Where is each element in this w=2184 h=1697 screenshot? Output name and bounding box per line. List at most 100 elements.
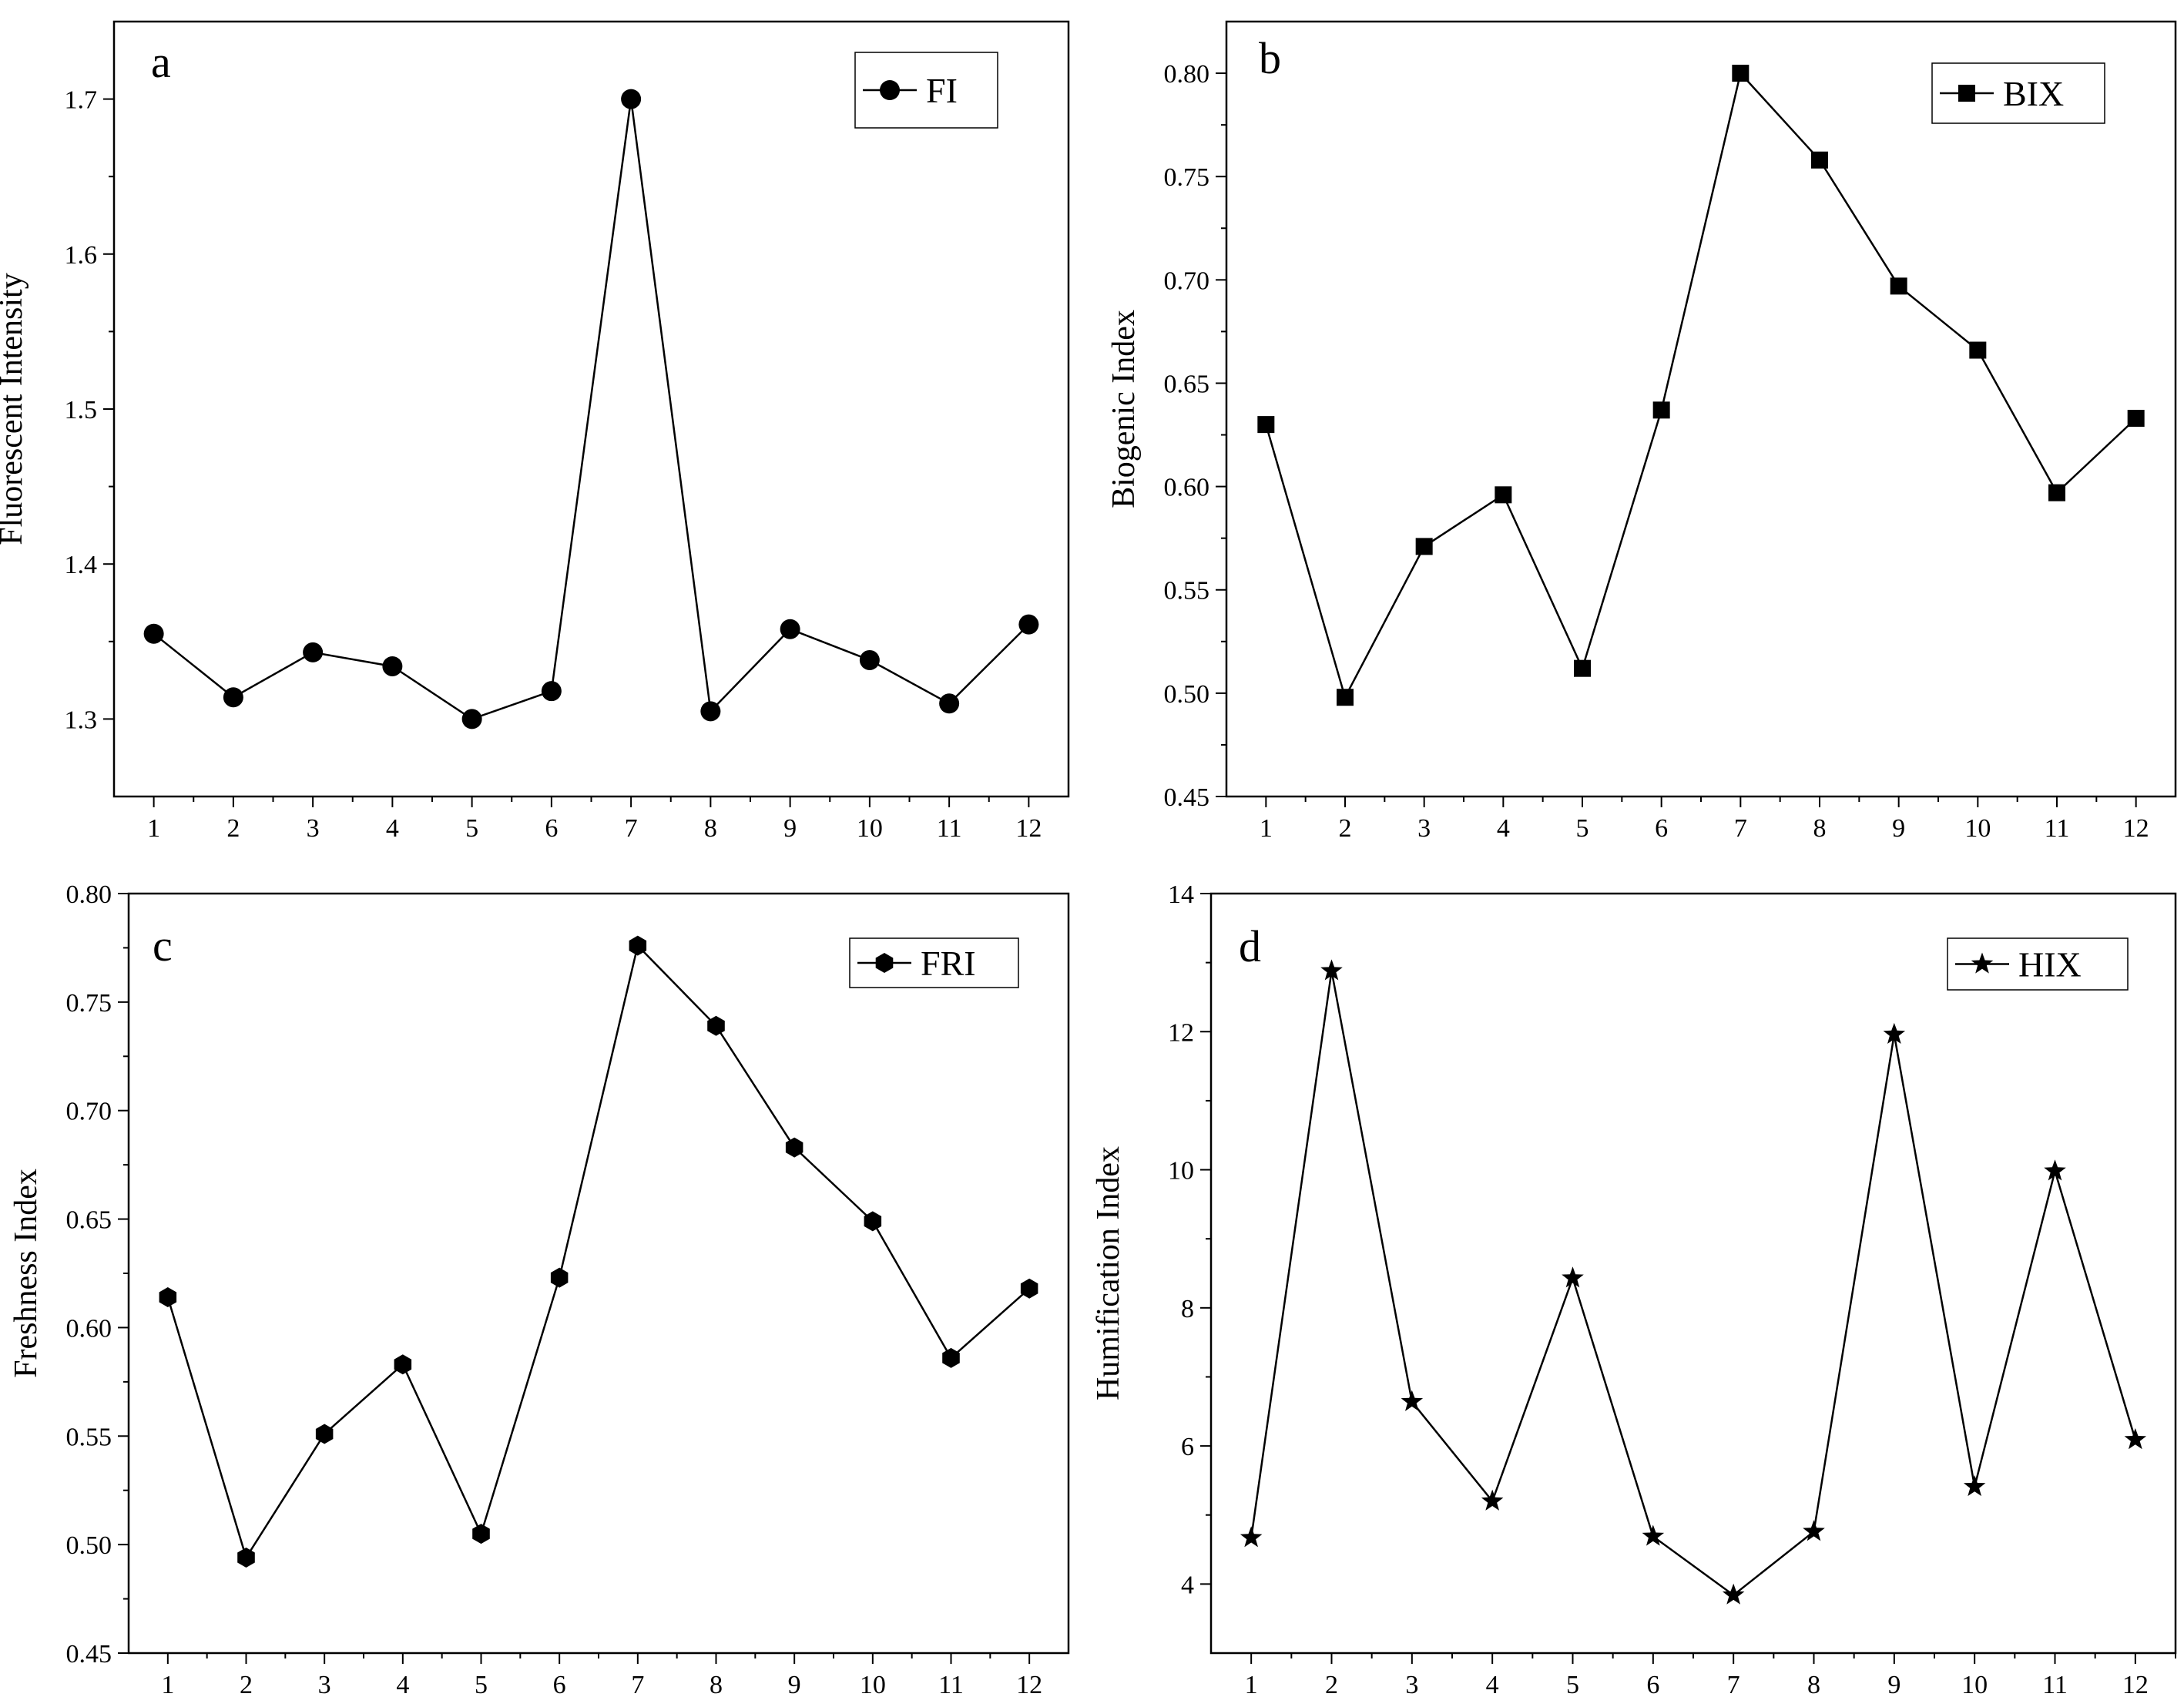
series-line-HIX (1250, 971, 2136, 1597)
y-tick-label: 0.75 (1164, 163, 1210, 192)
x-tick-label: 12 (1016, 1671, 1042, 1697)
legend-label: FI (926, 71, 958, 110)
x-tick-label: 5 (1566, 1671, 1579, 1697)
x-tick-label: 6 (545, 814, 558, 843)
data-point (2127, 410, 2145, 428)
x-tick-label: 3 (1405, 1671, 1418, 1697)
data-point (859, 649, 880, 670)
chart-panel-b: 1 2 3 4 5 6 7 8 9 10 11 120.450.500.550.600.650.700… (1106, 20, 2177, 843)
x-tick-label: 10 (857, 814, 883, 843)
data-point (621, 89, 642, 109)
y-tick-label: 0.50 (66, 1531, 112, 1560)
legend-marker (875, 953, 894, 973)
data-point (1803, 1520, 1825, 1541)
x-tick-label: 9 (788, 1671, 801, 1697)
x-tick-label: 8 (1813, 814, 1827, 843)
legend-marker (1971, 952, 1994, 974)
x-tick-label: 10 (860, 1671, 886, 1697)
x-tick-label: 7 (625, 814, 638, 843)
x-tick-label: 7 (631, 1671, 644, 1697)
x-tick-label: 4 (1486, 1671, 1499, 1697)
data-point (1020, 1278, 1038, 1299)
y-tick-label: 0.80 (66, 880, 112, 909)
data-point (2044, 1159, 2066, 1181)
data-point (1969, 341, 1987, 359)
data-point (1642, 1524, 1665, 1546)
series-line-BIX (1265, 71, 2137, 700)
y-tick-label: 0.60 (66, 1314, 112, 1343)
legend-marker (880, 80, 900, 100)
x-tick-label: 8 (704, 814, 717, 843)
data-point (303, 642, 324, 662)
x-tick-label: 9 (1892, 814, 1905, 843)
y-tick-label: 1.4 (65, 551, 98, 579)
y-tick-label: 0.50 (1164, 680, 1210, 709)
x-tick-label: 5 (1576, 814, 1589, 843)
x-tick-label: 9 (783, 814, 797, 843)
x-tick-label: 9 (1887, 1671, 1901, 1697)
legend-marker (1958, 85, 1975, 102)
y-tick-label: 0.55 (66, 1423, 112, 1451)
data-point (1811, 151, 1828, 169)
panel-letter: c (153, 921, 173, 971)
x-tick-label: 1 (147, 814, 160, 843)
panel-letter: d (1239, 921, 1261, 971)
y-tick-label: 0.45 (1164, 783, 1210, 812)
series-line-FI (153, 99, 1030, 720)
data-point (1481, 1489, 1504, 1511)
y-tick-label: 0.55 (1164, 577, 1210, 605)
panel-letter: a (151, 37, 171, 87)
data-point (629, 935, 647, 956)
data-point (864, 1211, 882, 1232)
x-tick-label: 5 (465, 814, 478, 843)
x-tick-label: 11 (2045, 814, 2070, 843)
chart-panel-c: 1 2 3 4 5 6 7 8 9 10 11 120.450.500.550.600.650.700… (8, 880, 1070, 1697)
x-tick-label: 12 (2123, 814, 2149, 843)
x-tick-label: 12 (2122, 1671, 2149, 1697)
x-tick-label: 12 (1015, 814, 1042, 843)
plot-frame (1209, 892, 2177, 1655)
legend-label: BIX (2003, 74, 2064, 113)
y-tick-label: 0.70 (1164, 267, 1210, 295)
y-tick-label: 10 (1168, 1157, 1194, 1186)
data-point (541, 681, 562, 702)
data-point (223, 687, 243, 708)
data-point (1401, 1390, 1424, 1411)
data-point (780, 619, 800, 639)
x-tick-label: 2 (1339, 814, 1352, 843)
x-tick-label: 7 (1734, 814, 1747, 843)
data-point (707, 1015, 725, 1036)
x-tick-label: 5 (475, 1671, 488, 1697)
data-point (1652, 401, 1670, 419)
x-tick-label: 2 (240, 1671, 253, 1697)
data-point (1415, 538, 1433, 555)
x-tick-label: 11 (938, 1671, 964, 1697)
x-tick-label: 3 (307, 814, 320, 843)
y-axis-title: Fluorescent Intensity (0, 273, 29, 545)
x-tick-label: 8 (1807, 1671, 1820, 1697)
x-tick-label: 11 (2042, 1671, 2068, 1697)
data-point (1257, 416, 1275, 434)
data-point (1963, 1475, 1986, 1497)
data-point (785, 1137, 803, 1158)
data-point (1495, 486, 1512, 504)
x-tick-label: 3 (1417, 814, 1431, 843)
y-tick-label: 0.75 (66, 989, 112, 1018)
y-tick-label: 0.65 (66, 1206, 112, 1235)
data-point (461, 709, 482, 729)
legend-label: HIX (2018, 945, 2082, 984)
x-tick-label: 6 (553, 1671, 566, 1697)
data-point (1722, 1583, 1745, 1605)
data-point (159, 1287, 177, 1307)
data-point (1890, 277, 1907, 295)
data-point (394, 1354, 412, 1375)
x-tick-label: 1 (161, 1671, 174, 1697)
y-tick-label: 1.6 (65, 241, 98, 270)
data-point (1018, 614, 1039, 635)
y-tick-label: 4 (1181, 1571, 1194, 1599)
series-line-FRI (166, 944, 1031, 1560)
y-tick-label: 1.3 (65, 706, 98, 734)
data-point (550, 1267, 569, 1288)
